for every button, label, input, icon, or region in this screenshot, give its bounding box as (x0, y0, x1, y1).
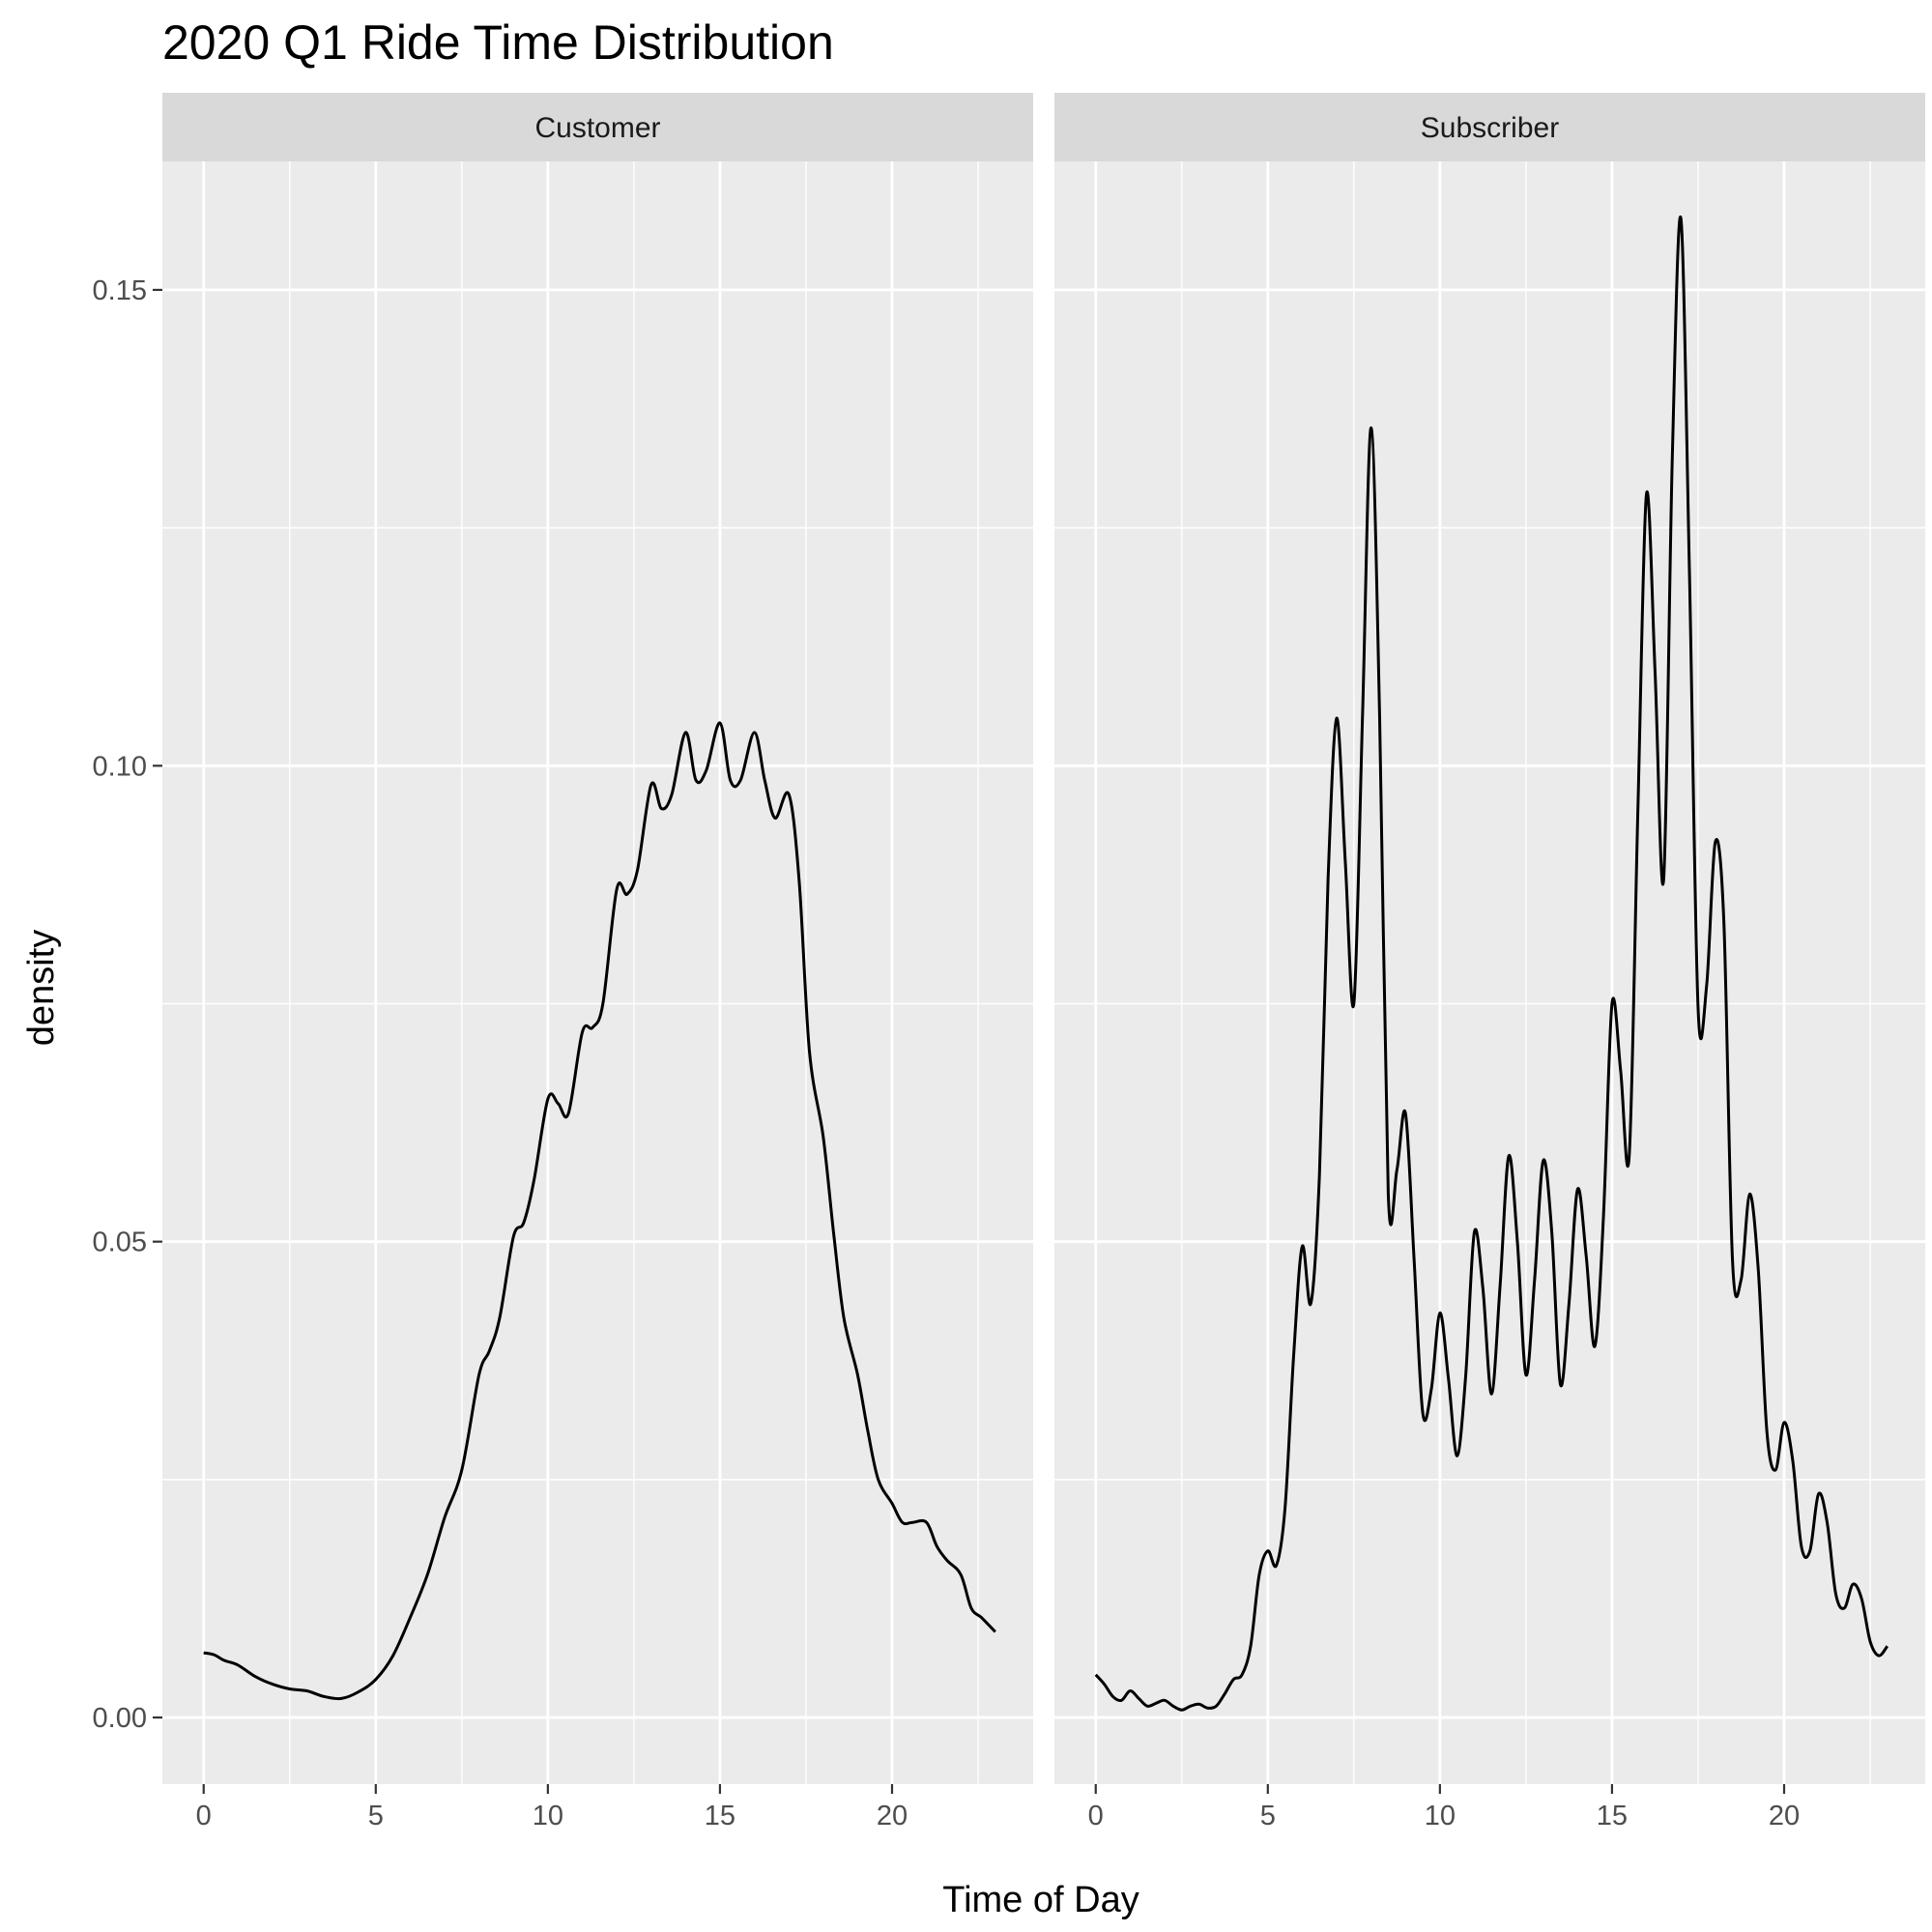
density-line-subscriber (1094, 215, 1889, 1712)
x-axis-title: Time of Day (942, 1880, 1139, 1920)
facet-strip (1054, 93, 1925, 161)
x-tick-label: 20 (877, 1801, 908, 1831)
x-tick-label: 15 (1597, 1801, 1628, 1831)
x-tick-label: 5 (1260, 1801, 1276, 1831)
facet-panels: Customer 0 5 10 15 20 Subscriber 0 5 10 15 20 (162, 93, 1925, 1831)
density-line-customer (203, 721, 996, 1701)
facet-strip-label: Customer (534, 112, 660, 144)
y-tick-label: 0.00 (93, 1703, 147, 1734)
panel-background (162, 161, 1033, 1784)
x-tick-label: 10 (1425, 1801, 1456, 1831)
facet-strip-label: Subscriber (1421, 112, 1559, 144)
panel-background (1054, 161, 1925, 1784)
chart-title: 2020 Q1 Ride Time Distribution (162, 15, 834, 70)
x-tick-label: 5 (368, 1801, 384, 1831)
y-tick-label: 0.05 (93, 1227, 147, 1258)
facet-panel-subscriber: Subscriber 0 5 10 15 20 (1054, 93, 1925, 1831)
x-tick-label: 15 (705, 1801, 735, 1831)
x-tick-label: 0 (196, 1801, 212, 1831)
x-tick-label: 10 (533, 1801, 563, 1831)
x-tick-label: 20 (1769, 1801, 1800, 1831)
y-tick-label: 0.15 (93, 275, 147, 306)
facet-strip (162, 93, 1033, 161)
facet-panel-customer: Customer 0 5 10 15 20 (162, 93, 1033, 1831)
y-tick-label: 0.10 (93, 751, 147, 782)
y-axis: 0.00 0.05 0.10 0.15 (93, 275, 162, 1734)
x-tick-label: 0 (1088, 1801, 1104, 1831)
y-axis-title: density (21, 930, 62, 1046)
